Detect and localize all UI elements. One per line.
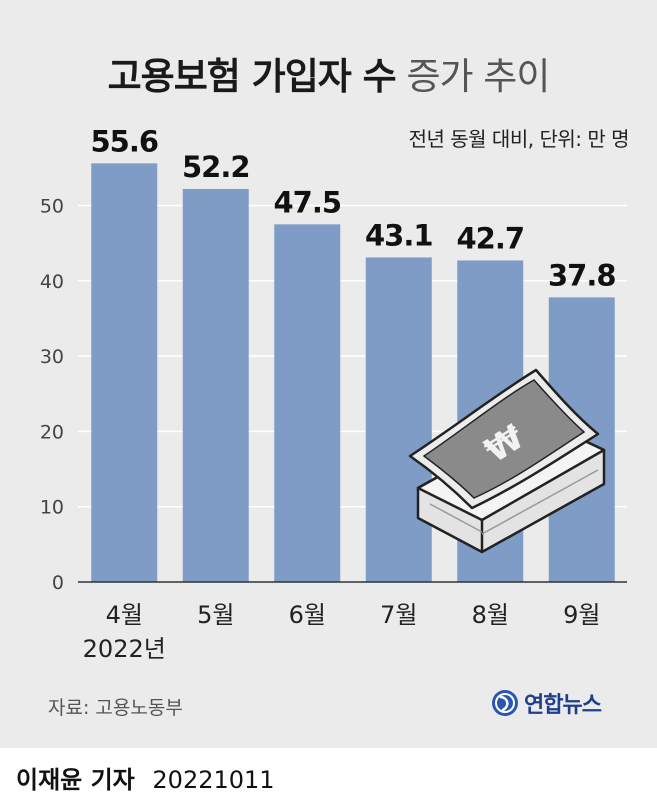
x-tick-label: 4월 bbox=[106, 601, 143, 629]
x-tick-label: 8월 bbox=[472, 601, 509, 629]
chart-title: 고용보험 가입자 수 증가 추이 bbox=[0, 46, 657, 100]
bar bbox=[365, 257, 432, 582]
y-tick-label: 0 bbox=[52, 572, 64, 594]
bar bbox=[182, 188, 249, 582]
data-label: 52.2 bbox=[182, 150, 250, 184]
reporter-name: 이재윤 기자 bbox=[16, 766, 135, 794]
data-label: 55.6 bbox=[90, 124, 158, 158]
data-label: 43.1 bbox=[365, 218, 433, 252]
x-tick-sublabel: 2022년 bbox=[83, 635, 166, 663]
x-axis-ticks: 4월 2022년 5월 6월 7월 8월 9월 bbox=[78, 581, 627, 663]
yonhap-logo: 연합뉴스 bbox=[490, 687, 602, 719]
title-light: 증가 추이 bbox=[406, 55, 550, 98]
data-labels: 55.6 52.2 47.5 43.1 42.7 37.8 bbox=[90, 124, 616, 292]
y-tick-label: 20 bbox=[40, 421, 64, 443]
byline: 이재윤 기자 20221011 bbox=[16, 760, 275, 795]
data-label: 47.5 bbox=[273, 185, 341, 219]
money-stack-icon: ₩ bbox=[408, 368, 606, 554]
y-tick-label: 40 bbox=[40, 271, 64, 293]
x-tick-label: 6월 bbox=[289, 601, 326, 629]
bar bbox=[91, 163, 158, 582]
y-tick-label: 10 bbox=[40, 497, 64, 519]
unit-note: 전년 동월 대비, 단위: 만 명 bbox=[408, 127, 630, 151]
data-label: 37.8 bbox=[548, 258, 616, 292]
chart-card: 고용보험 가입자 수 증가 추이 전년 동월 대비, 단위: 만 명 0 10 20… bbox=[0, 0, 657, 748]
publish-date: 20221011 bbox=[152, 766, 275, 794]
bar-chart: 0 10 20 30 40 50 55.6 52.2 47.5 43.1 42.7 37.8 4월 2… bbox=[40, 124, 627, 663]
x-tick-label: 5월 bbox=[197, 601, 234, 629]
x-tick-label: 7월 bbox=[380, 601, 417, 629]
y-tick-label: 50 bbox=[40, 196, 64, 218]
x-tick-label: 9월 bbox=[563, 601, 600, 629]
yonhap-logo-text: 연합뉴스 bbox=[524, 693, 602, 718]
title-bold: 고용보험 가입자 수 bbox=[107, 55, 397, 98]
source-note: 자료: 고용노동부 bbox=[48, 697, 183, 719]
bar bbox=[274, 224, 341, 582]
y-tick-label: 30 bbox=[40, 346, 64, 368]
yonhap-logo-icon bbox=[492, 690, 518, 716]
y-axis-ticks: 0 10 20 30 40 50 bbox=[40, 196, 64, 595]
data-label: 42.7 bbox=[456, 221, 524, 255]
